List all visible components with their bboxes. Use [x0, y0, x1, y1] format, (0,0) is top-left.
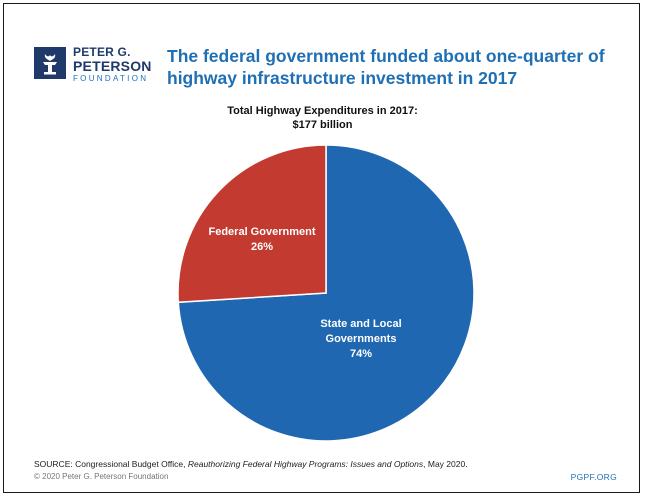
slice-category-label: State and Local	[320, 318, 401, 330]
logo-wordmark: PETER G. PETERSON FOUNDATION	[73, 46, 163, 84]
pie-slice-federal-government	[177, 144, 327, 304]
logo-line3: FOUNDATION	[73, 74, 149, 83]
source-suffix: , May 2020.	[423, 459, 468, 469]
chart-subtitle: $177 billion	[292, 119, 353, 131]
torch-icon	[34, 47, 66, 79]
peterson-logo: PETER G. PETERSON FOUNDATION	[34, 46, 158, 87]
slice-category-label: Federal Government	[209, 226, 316, 238]
source-title: Reauthorizing Federal Highway Programs: …	[187, 459, 424, 469]
slice-value-label: 74%	[350, 348, 372, 360]
chart-title: Total Highway Expenditures in 2017:	[227, 105, 418, 117]
logo-line2: PETERSON	[73, 58, 152, 74]
source-note: SOURCE: Congressional Budget Office, Rea…	[34, 459, 468, 469]
page-title: The federal government funded about one-…	[167, 46, 605, 88]
slice-category-label: Governments	[326, 333, 397, 345]
source-prefix: SOURCE: Congressional Budget Office,	[34, 459, 188, 469]
chart-title-block: Total Highway Expenditures in 2017: $177…	[0, 104, 645, 132]
site-link[interactable]: PGPF.ORG	[570, 472, 617, 482]
copyright: © 2020 Peter G. Peterson Foundation	[34, 472, 169, 481]
logo-line1: PETER G.	[73, 45, 131, 59]
slice-value-label: 26%	[251, 241, 273, 253]
